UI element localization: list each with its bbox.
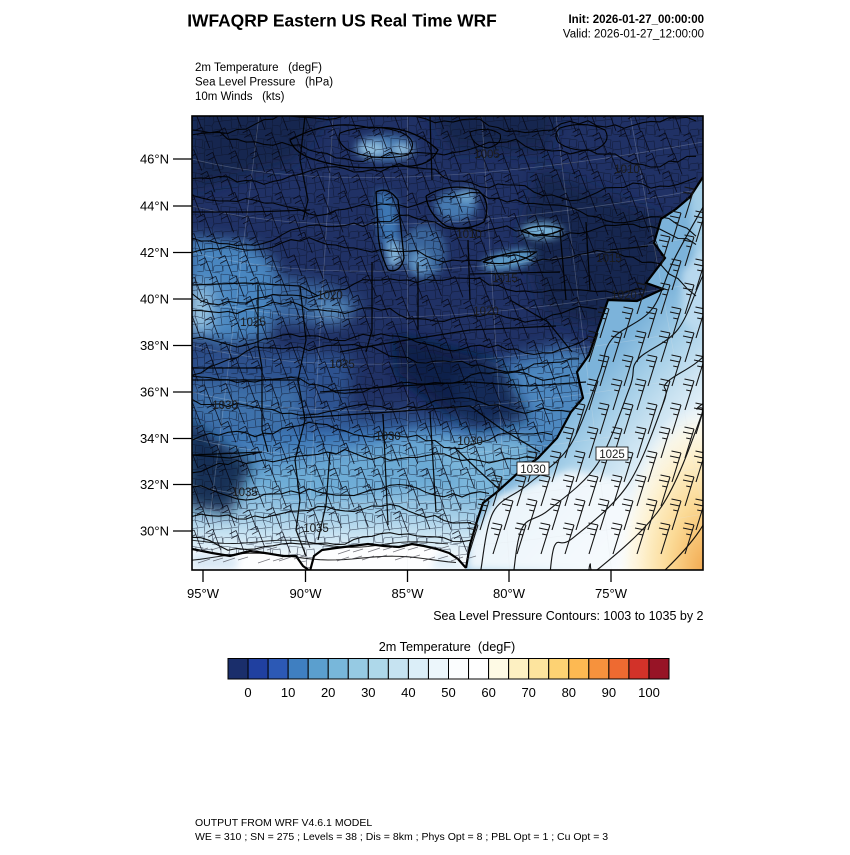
svg-text:WE = 310 ; SN = 275 ; Levels =: WE = 310 ; SN = 275 ; Levels = 38 ; Dis … bbox=[195, 831, 608, 843]
svg-text:1020: 1020 bbox=[611, 290, 637, 302]
svg-text:80°W: 80°W bbox=[493, 586, 526, 601]
svg-text:1005: 1005 bbox=[474, 149, 500, 161]
svg-text:1025: 1025 bbox=[599, 449, 625, 461]
svg-text:0: 0 bbox=[244, 685, 251, 700]
svg-text:30°N: 30°N bbox=[140, 524, 169, 539]
svg-text:1030: 1030 bbox=[375, 431, 401, 443]
svg-text:1025: 1025 bbox=[329, 359, 355, 371]
svg-text:90: 90 bbox=[602, 685, 616, 700]
svg-text:50: 50 bbox=[441, 685, 455, 700]
svg-text:44°N: 44°N bbox=[140, 199, 169, 214]
svg-text:60: 60 bbox=[481, 685, 495, 700]
svg-text:10m Winds (kts): 10m Winds (kts) bbox=[195, 91, 285, 103]
svg-text:34°N: 34°N bbox=[140, 431, 169, 446]
svg-text:1015: 1015 bbox=[492, 273, 518, 285]
svg-text:1035: 1035 bbox=[232, 487, 258, 499]
svg-text:36°N: 36°N bbox=[140, 385, 169, 400]
svg-text:85°W: 85°W bbox=[392, 586, 425, 601]
svg-text:42°N: 42°N bbox=[140, 245, 169, 260]
svg-text:2m Temperature (degF): 2m Temperature (degF) bbox=[379, 640, 516, 654]
svg-text:1035: 1035 bbox=[303, 523, 329, 535]
svg-text:40°N: 40°N bbox=[140, 292, 169, 307]
svg-text:OUTPUT FROM WRF V4.6.1 MODEL: OUTPUT FROM WRF V4.6.1 MODEL bbox=[195, 817, 372, 829]
svg-text:95°W: 95°W bbox=[187, 586, 220, 601]
svg-text:Init: 2026-01-27_00:00:00: Init: 2026-01-27_00:00:00 bbox=[568, 14, 704, 26]
svg-text:1020: 1020 bbox=[473, 306, 499, 318]
svg-text:40: 40 bbox=[401, 685, 415, 700]
svg-text:1025: 1025 bbox=[240, 317, 266, 329]
svg-text:1010: 1010 bbox=[614, 164, 640, 176]
svg-text:20: 20 bbox=[321, 685, 335, 700]
svg-text:90°W: 90°W bbox=[290, 586, 323, 601]
svg-text:1030: 1030 bbox=[212, 400, 238, 412]
svg-text:Sea Level Pressure (hPa): Sea Level Pressure (hPa) bbox=[195, 77, 333, 89]
svg-text:1030: 1030 bbox=[520, 464, 546, 476]
svg-text:70: 70 bbox=[521, 685, 535, 700]
svg-text:30: 30 bbox=[361, 685, 375, 700]
svg-text:Valid: 2026-01-27_12:00:00: Valid: 2026-01-27_12:00:00 bbox=[563, 29, 704, 41]
svg-text:38°N: 38°N bbox=[140, 338, 169, 353]
svg-text:1010: 1010 bbox=[456, 229, 482, 241]
svg-text:1015: 1015 bbox=[596, 253, 622, 265]
svg-text:1020: 1020 bbox=[317, 290, 343, 302]
svg-text:Sea Level Pressure Contours: 1: Sea Level Pressure Contours: 1003 to 103… bbox=[433, 609, 703, 623]
svg-text:IWFAQRP Eastern US Real Time W: IWFAQRP Eastern US Real Time WRF bbox=[187, 11, 497, 31]
svg-text:80: 80 bbox=[562, 685, 576, 700]
svg-text:46°N: 46°N bbox=[140, 152, 169, 167]
svg-text:100: 100 bbox=[638, 685, 660, 700]
svg-text:10: 10 bbox=[281, 685, 295, 700]
svg-text:1030: 1030 bbox=[457, 436, 483, 448]
svg-text:32°N: 32°N bbox=[140, 477, 169, 492]
svg-text:75°W: 75°W bbox=[595, 586, 628, 601]
svg-text:2m Temperature (degF): 2m Temperature (degF) bbox=[195, 62, 322, 74]
